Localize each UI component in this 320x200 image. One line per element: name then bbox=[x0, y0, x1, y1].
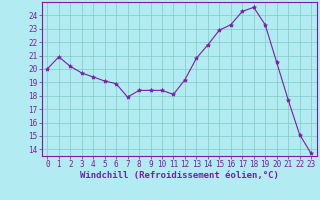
X-axis label: Windchill (Refroidissement éolien,°C): Windchill (Refroidissement éolien,°C) bbox=[80, 171, 279, 180]
